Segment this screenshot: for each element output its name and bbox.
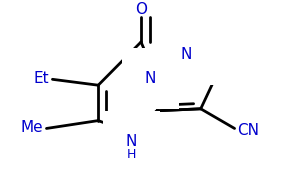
Text: N: N — [126, 134, 137, 149]
Text: Me: Me — [21, 120, 44, 135]
Text: H: H — [127, 148, 136, 161]
Text: CN: CN — [237, 123, 260, 138]
Text: N: N — [181, 47, 192, 62]
Text: Et: Et — [34, 71, 49, 86]
Text: N: N — [145, 71, 156, 86]
Text: O: O — [135, 2, 147, 17]
